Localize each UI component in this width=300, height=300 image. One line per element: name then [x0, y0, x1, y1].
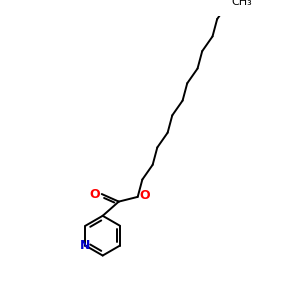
Text: O: O: [90, 188, 101, 200]
Text: N: N: [80, 239, 91, 252]
Text: O: O: [139, 189, 150, 203]
Text: CH₃: CH₃: [231, 0, 252, 8]
